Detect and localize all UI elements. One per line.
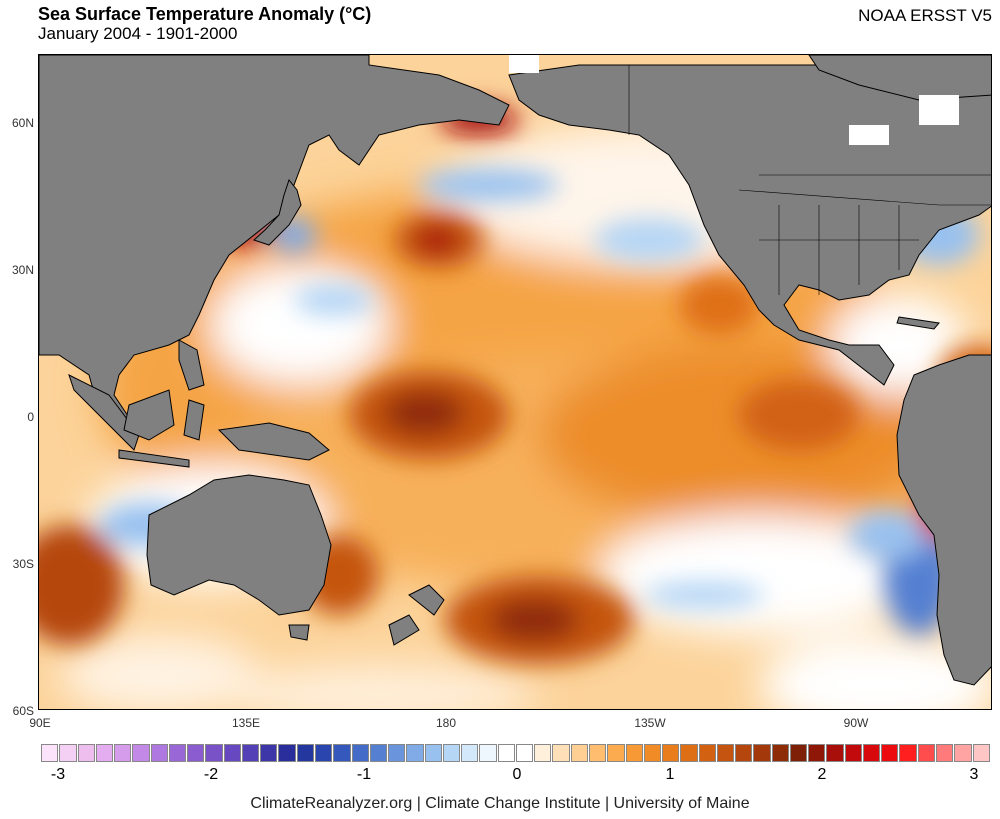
colorbar-tick-minus-3: -3 [50,766,66,783]
no-data-patches [509,55,959,145]
colorbar-cell [954,744,972,762]
colorbar-cell [77,744,95,762]
colorbar-cell [168,744,187,762]
sulawesi-landmass [183,399,205,441]
lat-label-60s: 60S [12,704,34,718]
colorbar-cell [205,744,223,762]
colorbar-tick-minus-1: -1 [356,766,372,783]
colorbar-cell [278,744,296,762]
colorbar-cell [826,744,844,762]
colorbar-cell [296,744,314,762]
chart-title: Sea Surface Temperature Anomaly (°C) [38,4,372,24]
colorbar-cell [808,744,826,762]
chart-subtitle: January 2004 - 1901-2000 [38,24,238,43]
colorbar-cell [588,744,607,762]
lon-label-90w: 90W [843,716,869,730]
dataset-label: NOAA ERSST V5 [858,6,992,25]
new-zealand-landmass [408,584,445,616]
cuba-landmass [896,316,940,330]
lon-label-180: 180 [435,716,457,730]
colorbar-cell [515,744,534,762]
colorbar-cell [625,744,643,762]
colorbar-cell [881,744,899,762]
colorbar-cell [534,744,552,762]
colorbar-cell [497,744,515,762]
colorbar-cell [442,744,461,762]
colorbar [41,744,991,762]
colorbar-cell [735,744,753,762]
colorbar-cell [59,744,77,762]
lon-label-135e: 135E [231,716,261,730]
political-boundaries [628,65,991,295]
colorbar-cell [187,744,205,762]
colorbar-cell [132,744,150,762]
australia-landmass [146,474,332,616]
colorbar-tick-1: 1 [665,766,675,783]
colorbar-cell [716,744,735,762]
sst-anomaly-map [39,55,991,709]
colorbar-cell [917,744,936,762]
colorbar-cell [698,744,716,762]
borneo-landmass [123,389,175,441]
colorbar-tick-2: 2 [817,766,827,783]
colorbar-cell [753,744,771,762]
colorbar-cell [351,744,369,762]
sumatra-landmass [68,374,140,451]
colorbar-cell [972,744,990,762]
colorbar-cell [369,744,388,762]
colorbar-cell [424,744,442,762]
lat-label-0: 0 [27,410,34,424]
colorbar-cell [789,744,808,762]
colorbar-cell [936,744,954,762]
colorbar-tick-0: 0 [512,766,522,783]
colorbar-cell [314,744,333,762]
colorbar-cell [680,744,698,762]
colorbar-cell [662,744,680,762]
lon-label-90e: 90E [29,716,51,730]
colorbar-cell [899,744,917,762]
philippines-landmass [178,339,205,391]
colorbar-cell [570,744,588,762]
japan-landmass [253,178,302,246]
colorbar-cell [150,744,168,762]
new-guinea-landmass [217,422,330,461]
colorbar-cell [461,744,479,762]
map-frame [38,54,992,710]
colorbar-tick-minus-2: -2 [203,766,219,783]
colorbar-cell [114,744,132,762]
colorbar-cell [406,744,424,762]
colorbar-cell [388,744,406,762]
colorbar-cell [862,744,881,762]
colorbar-cell [333,744,351,762]
colorbar-tick-3: 3 [969,766,979,783]
lat-label-30s: 30S [12,557,34,571]
java-landmass [118,449,190,468]
colorbar-cell [41,744,59,762]
lat-label-60n: 60N [11,116,34,130]
colorbar-cell [607,744,625,762]
tasmania-landmass [288,624,310,641]
colorbar-cell [771,744,789,762]
lon-label-135w: 135W [634,716,666,730]
colorbar-cell [223,744,241,762]
south-america-landmass [896,354,991,686]
colorbar-cell [479,744,497,762]
colorbar-cell [95,744,114,762]
lat-label-30n: 30N [11,263,34,277]
new-zealand-south-landmass [388,614,420,646]
colorbar-cell [643,744,662,762]
colorbar-cell [844,744,862,762]
colorbar-cell [552,744,570,762]
footer-credit: ClimateReanalyzer.org | Climate Change I… [250,795,750,812]
colorbar-cell [260,744,278,762]
colorbar-cell [241,744,260,762]
